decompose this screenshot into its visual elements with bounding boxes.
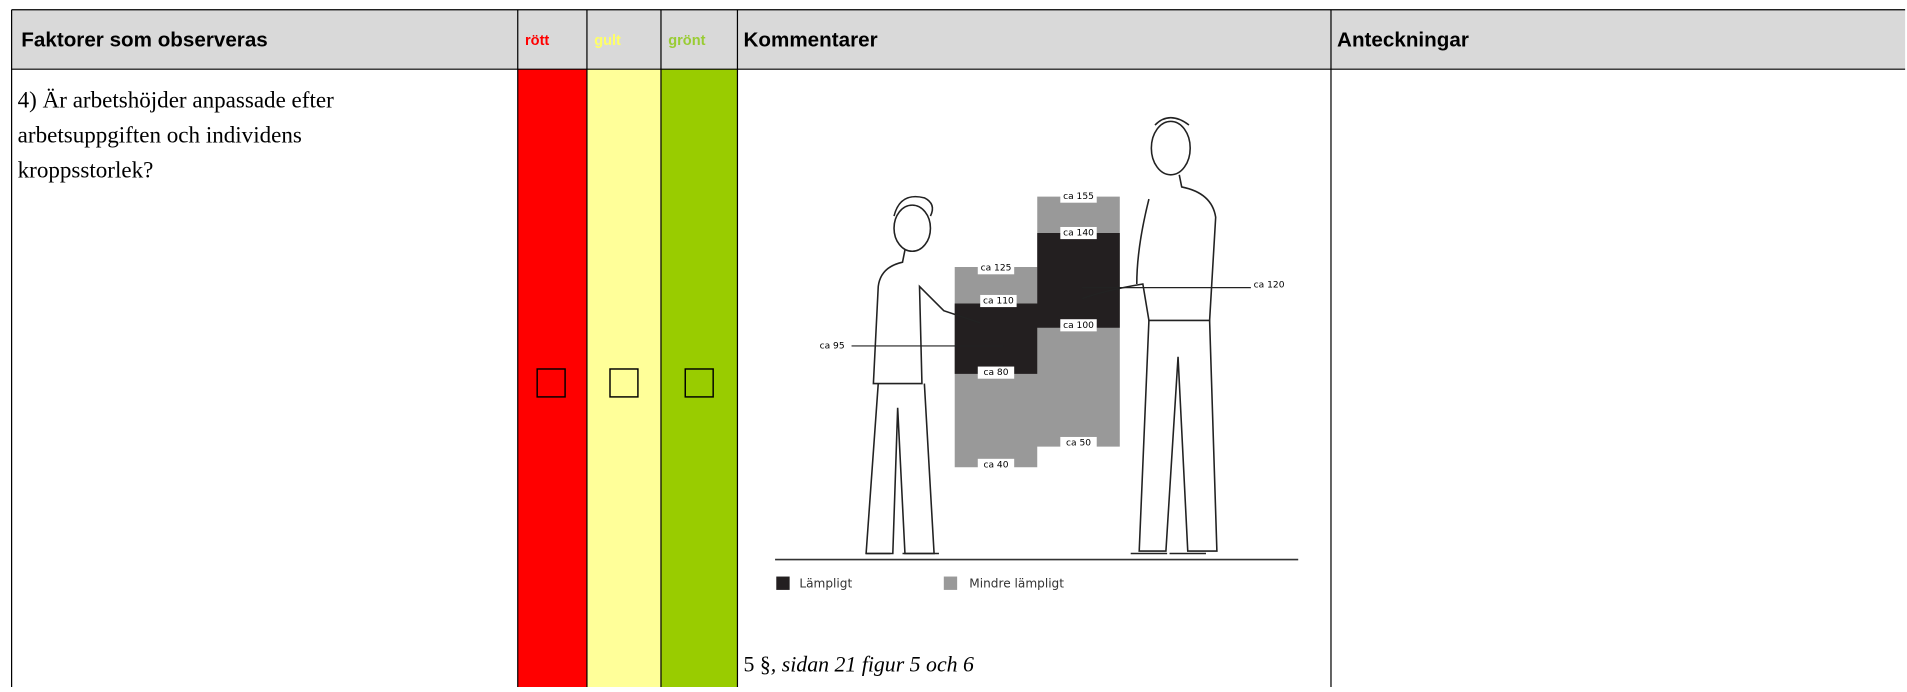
height-label: ca 95 [820,341,845,351]
suitable-zone [954,233,1120,374]
label-background [813,339,851,352]
header-comments: Kommentarer [744,29,878,52]
label-background [1250,279,1288,292]
caption-rest: , sidan 21 figur 5 och 6 [771,652,974,676]
header-row [11,9,1906,70]
legend-label: Lämpligt [799,576,852,590]
caption-ref: 5 § [744,652,771,676]
height-label: ca 40 [983,460,1008,470]
legend-swatch [943,576,958,590]
woman-figure [865,195,981,555]
header-notes: Anteckningar [1337,29,1469,52]
checkbox-red[interactable] [536,368,566,398]
factor-line: 4) Är arbetshöjder anpassade efter [18,86,334,112]
man-figure [1081,116,1218,555]
height-label: ca 80 [983,368,1008,378]
label-background [1060,226,1097,240]
header-green: grönt [668,33,705,49]
height-label: ca 100 [1063,321,1094,331]
label-background [1060,319,1097,332]
header-yellow: gult [594,33,621,49]
label-background [977,458,1015,471]
work-height-figure: ca 155 ca 140 ca 125 ca 110 ca 100 ca 95 ca 80… [775,116,1299,590]
label-background [980,294,1017,308]
factor-line: arbetsuppgiften och individens [18,121,302,147]
label-background [977,366,1015,379]
factor-line: kroppsstorlek? [18,157,154,183]
height-label: ca 110 [983,297,1014,307]
header-red: rött [525,33,549,49]
label-background [977,262,1015,275]
legend-swatch [776,576,790,590]
label-background [1060,190,1097,203]
height-label: ca 50 [1066,439,1091,449]
table-borders [10,9,1906,687]
green-column [660,69,738,688]
checkbox-green[interactable] [684,368,714,398]
height-label: ca 140 [1063,229,1094,239]
yellow-column [586,69,661,688]
height-label: ca 120 [1254,281,1285,291]
height-label: ca 155 [1063,192,1094,202]
checkbox-yellow[interactable] [609,368,639,398]
legend-label: Mindre lämpligt [969,576,1064,590]
height-label: ca 125 [981,264,1012,274]
header-factors: Faktorer som observeras [21,29,267,52]
label-background [1060,436,1097,450]
red-column [517,69,587,688]
caption: 5 §, sidan 21 figur 5 och 6 [744,652,975,676]
